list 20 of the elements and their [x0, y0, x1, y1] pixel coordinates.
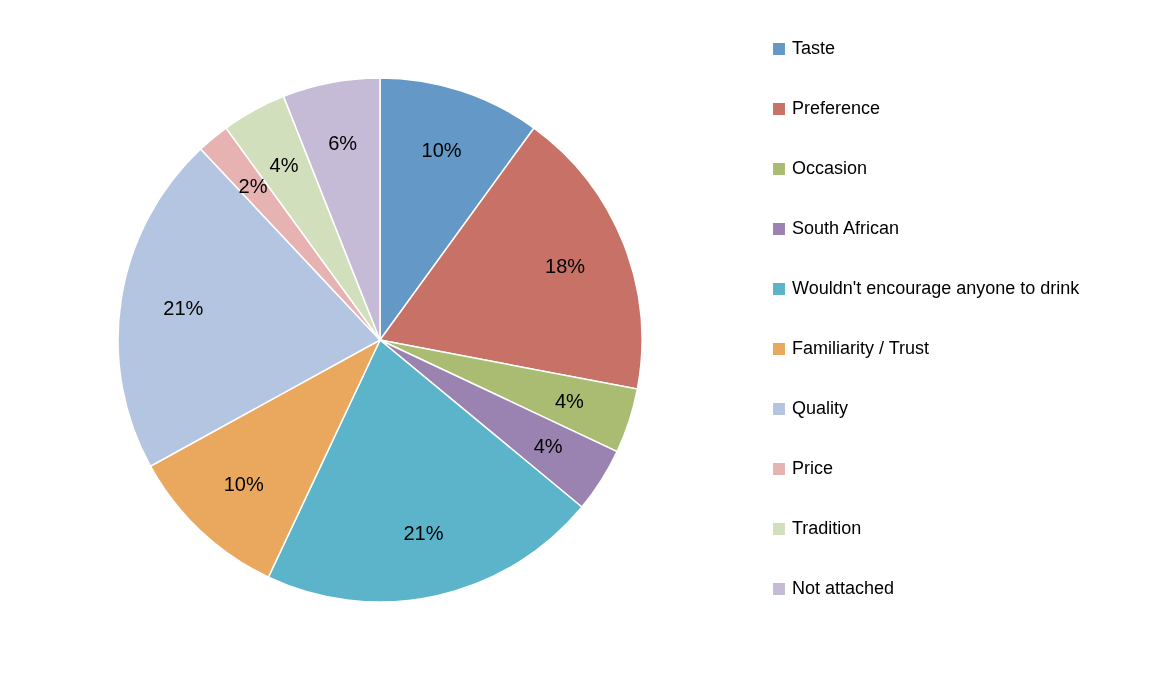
data-label: 10% — [223, 473, 264, 496]
legend-label: Price — [792, 458, 834, 478]
legend-label: Not attached — [792, 578, 895, 598]
legend-label: Tradition — [792, 518, 862, 538]
legend-label: Wouldn't encourage anyone to drink — [792, 278, 1081, 298]
legend-label: Familiarity / Trust — [792, 338, 930, 358]
data-label: 4% — [533, 434, 563, 457]
legend-label: Quality — [792, 398, 849, 418]
data-label: 21% — [403, 522, 444, 545]
legend-label: Occasion — [792, 158, 868, 178]
data-label: 4% — [554, 389, 585, 412]
data-label: 21% — [163, 296, 204, 319]
data-label: 2% — [238, 174, 268, 197]
data-label: 18% — [545, 254, 586, 277]
data-label: 6% — [328, 132, 358, 155]
legend-label: Preference — [792, 98, 881, 118]
data-label: 10% — [421, 138, 462, 161]
data-label: 4% — [269, 153, 299, 176]
legend-label: Taste — [792, 38, 836, 58]
legend-label: South African — [792, 218, 900, 238]
